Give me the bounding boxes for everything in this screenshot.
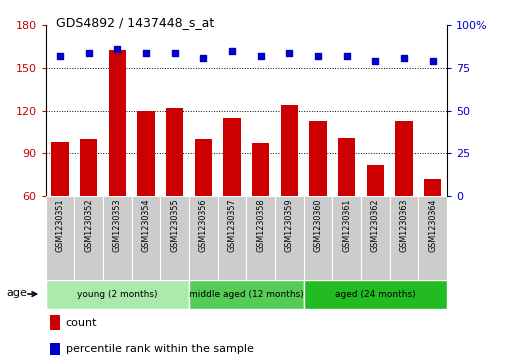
Bar: [103, 196, 132, 280]
Bar: [395, 121, 412, 281]
Point: [199, 55, 207, 61]
Bar: [281, 105, 298, 281]
Text: GSM1230357: GSM1230357: [228, 199, 237, 252]
Point: [400, 55, 408, 61]
Text: GSM1230363: GSM1230363: [399, 199, 408, 252]
Bar: [332, 196, 361, 280]
Bar: [246, 196, 275, 280]
Bar: [338, 138, 355, 281]
Point: [314, 53, 322, 59]
Bar: [275, 196, 304, 280]
Text: middle aged (12 months): middle aged (12 months): [189, 290, 304, 298]
Point: [113, 46, 121, 52]
Bar: [109, 50, 126, 281]
Text: GDS4892 / 1437448_s_at: GDS4892 / 1437448_s_at: [56, 16, 214, 29]
Bar: [166, 108, 183, 281]
Bar: [304, 280, 447, 309]
Bar: [189, 280, 304, 309]
Bar: [309, 121, 327, 281]
Text: GSM1230355: GSM1230355: [170, 199, 179, 252]
Bar: [132, 196, 161, 280]
Text: young (2 months): young (2 months): [77, 290, 157, 298]
Text: GSM1230354: GSM1230354: [142, 199, 150, 252]
Bar: [252, 143, 269, 281]
Point: [142, 50, 150, 56]
Text: GSM1230364: GSM1230364: [428, 199, 437, 252]
Point: [257, 53, 265, 59]
Bar: [390, 196, 419, 280]
Text: aged (24 months): aged (24 months): [335, 290, 416, 298]
Bar: [304, 196, 332, 280]
Text: percentile rank within the sample: percentile rank within the sample: [66, 344, 253, 354]
Text: GSM1230361: GSM1230361: [342, 199, 351, 252]
Bar: [195, 139, 212, 281]
Bar: [46, 196, 74, 280]
Bar: [361, 196, 390, 280]
Bar: [218, 196, 246, 280]
Text: GSM1230356: GSM1230356: [199, 199, 208, 252]
Bar: [50, 315, 60, 330]
Bar: [424, 179, 441, 281]
Point: [56, 53, 64, 59]
Bar: [80, 139, 98, 281]
Point: [429, 58, 437, 64]
Bar: [161, 196, 189, 280]
Bar: [74, 196, 103, 280]
Text: age: age: [7, 287, 28, 298]
Bar: [51, 142, 69, 281]
Bar: [189, 196, 218, 280]
Bar: [138, 111, 154, 281]
Point: [85, 50, 93, 56]
Point: [228, 48, 236, 54]
Bar: [224, 118, 241, 281]
Bar: [419, 196, 447, 280]
Point: [342, 53, 351, 59]
Bar: [46, 280, 189, 309]
Text: GSM1230358: GSM1230358: [256, 199, 265, 252]
Bar: [367, 165, 384, 281]
Text: count: count: [66, 318, 98, 328]
Bar: [50, 343, 60, 355]
Point: [371, 58, 379, 64]
Text: GSM1230353: GSM1230353: [113, 199, 122, 252]
Text: GSM1230362: GSM1230362: [371, 199, 380, 252]
Point: [171, 50, 179, 56]
Point: [285, 50, 294, 56]
Text: GSM1230351: GSM1230351: [55, 199, 65, 252]
Text: GSM1230352: GSM1230352: [84, 199, 93, 252]
Text: GSM1230359: GSM1230359: [285, 199, 294, 252]
Text: GSM1230360: GSM1230360: [313, 199, 323, 252]
